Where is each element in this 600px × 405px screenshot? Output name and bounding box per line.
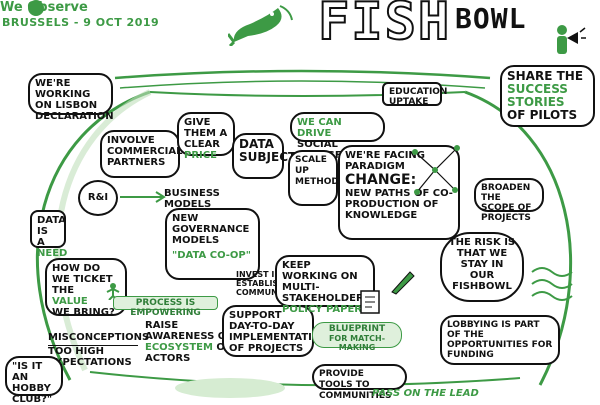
note-success-stories: SHARE THE SUCCESS STORIES OF PILOTS	[500, 65, 595, 127]
note-lisbon: WE'RE WORKING ON LISBON DECLARATION	[28, 73, 114, 122]
note-commercial-partners: INVOLVE COMMERCIAL PARTNERS	[100, 130, 182, 178]
note-multi-stakeholder: KEEP WORKING ON MULTI-STAKEHOLDER POLICY…	[275, 255, 375, 315]
network-icon	[412, 145, 460, 195]
note-blueprint: BLUEPRINT FOR MATCH-MAKING	[312, 322, 402, 352]
waves-icon	[531, 267, 573, 301]
note-clear-price: GIVE THEM A CLEAR PRICE	[177, 112, 235, 161]
note-support: SUPPORT DAY-TO-DAY IMPLEMENTATION OF PRO…	[222, 305, 329, 357]
note-broaden-scope: BROADEN THE SCOPE OF PROJECTS	[474, 178, 544, 223]
note-data-subjects: DATA SUBJECTS	[232, 133, 305, 179]
note-rni: R&I	[78, 180, 118, 216]
note-data-need: DATA IS A NEED	[30, 210, 67, 259]
note-pass-lead: PASS ON THE LEAD	[372, 388, 479, 399]
arrow-icon	[120, 191, 166, 203]
note-paradigm: WE'RE FACING PARADIGM CHANGE: NEW PATHS …	[338, 145, 460, 240]
fish-icon	[228, 5, 293, 46]
note-lobbying: LOBBYING IS PART OF THE OPPORTUNITIES FO…	[440, 315, 560, 365]
note-invest: INVEST IN ESTABLISHED COMMUNITIES	[236, 270, 301, 297]
note-risk: THE RISK IS THAT WE STAY IN OUR FISHBOWL	[440, 232, 524, 302]
note-process-empowering: PROCESS IS EMPOWERING	[113, 296, 218, 318]
note-hobby-club: "IS IT AN HOBBY CLUB?"	[5, 356, 63, 405]
note-drive-transformation: WE CAN DRIVE SOCIAL TRANSFORMATION	[290, 112, 402, 161]
note-governance: NEW GOVERNANCE MODELS "DATA CO-OP"	[165, 208, 260, 280]
person-icon	[106, 283, 120, 300]
pen-icon	[391, 271, 415, 295]
note-business-models: BUSINESS MODELS	[164, 188, 220, 210]
note-scale-up: SCALE UP METHODOLOGIES	[288, 150, 383, 206]
globe-icon	[28, 0, 44, 16]
document-icon	[360, 290, 380, 314]
title-bowl: BOWL	[455, 2, 527, 35]
title-fish: FISH	[317, 0, 452, 53]
note-misconceptions: MISCONCEPTIONS TOO HIGH EXPECTATIONS	[48, 332, 150, 368]
note-education: EDUCATION UPTAKE	[382, 82, 447, 107]
event-line: BRUSSELS - 9 OCT 2019	[2, 16, 160, 29]
megaphone-person-icon	[557, 25, 586, 54]
note-tools: PROVIDE TOOLS TO COMMUNITIES	[312, 364, 407, 401]
